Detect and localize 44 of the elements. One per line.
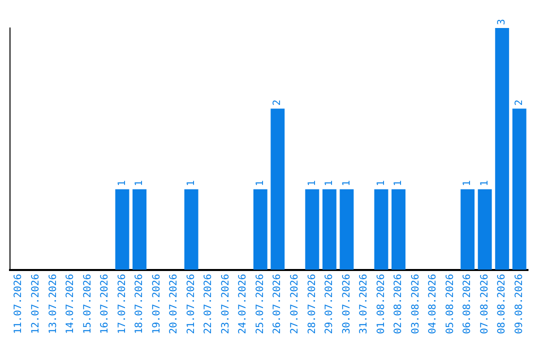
x-tick-label: 12.07.2026 <box>30 274 42 334</box>
x-tick-label: 22.07.2026 <box>203 274 214 334</box>
x-tick-label: 04.08.2026 <box>428 274 439 334</box>
x-tick-label: 23.07.2026 <box>220 274 232 334</box>
data-label: 2 <box>272 100 284 106</box>
x-tick-label: 21.07.2026 <box>186 274 197 334</box>
data-label: 2 <box>514 100 525 106</box>
data-label: 1 <box>341 180 352 186</box>
data-label: 1 <box>462 180 474 186</box>
x-tick-label: 14.07.2026 <box>65 274 76 334</box>
x-tick-label: 08.08.2026 <box>496 274 508 334</box>
x-tick-label: 01.08.2026 <box>376 274 387 334</box>
x-tick-label: 16.07.2026 <box>100 274 111 334</box>
x-tick-label: 05.08.2026 <box>444 274 456 334</box>
data-label: 1 <box>479 180 490 186</box>
data-label: 1 <box>116 180 128 186</box>
data-label: 1 <box>376 180 387 186</box>
data-label: 1 <box>254 180 266 186</box>
data-label: 1 <box>186 180 197 186</box>
x-tick-label: 19.07.2026 <box>151 274 162 334</box>
data-label: 1 <box>393 180 404 186</box>
x-tick-label: 06.08.2026 <box>462 274 474 334</box>
x-tick-label: 31.07.2026 <box>358 274 370 334</box>
x-tick-label: 15.07.2026 <box>82 274 94 334</box>
data-label: 3 <box>496 18 508 25</box>
x-tick-label: 11.07.2026 <box>13 274 24 334</box>
x-tick-label: 24.07.2026 <box>238 274 249 334</box>
x-tick-label: 28.07.2026 <box>306 274 318 334</box>
x-tick-label: 26.07.2026 <box>272 274 284 334</box>
x-tick-label: 17.07.2026 <box>116 274 128 334</box>
x-tick-label: 09.08.2026 <box>514 274 525 334</box>
x-tick-label: 30.07.2026 <box>341 274 352 334</box>
x-tick-label: 07.08.2026 <box>479 274 490 334</box>
x-tick-label: 03.08.2026 <box>410 274 422 334</box>
x-tick-label: 27.07.2026 <box>289 274 300 334</box>
x-tick-label: 18.07.2026 <box>134 274 146 334</box>
x-tick-label: 29.07.2026 <box>324 274 336 334</box>
data-label: 1 <box>306 180 318 186</box>
x-tick-label: 25.07.2026 <box>254 274 266 334</box>
x-tick-label: 02.08.2026 <box>393 274 404 334</box>
x-tick-label: 20.07.2026 <box>168 274 180 334</box>
data-label: 1 <box>324 180 336 186</box>
x-tick-label: 13.07.2026 <box>48 274 59 334</box>
data-label: 1 <box>134 180 146 186</box>
